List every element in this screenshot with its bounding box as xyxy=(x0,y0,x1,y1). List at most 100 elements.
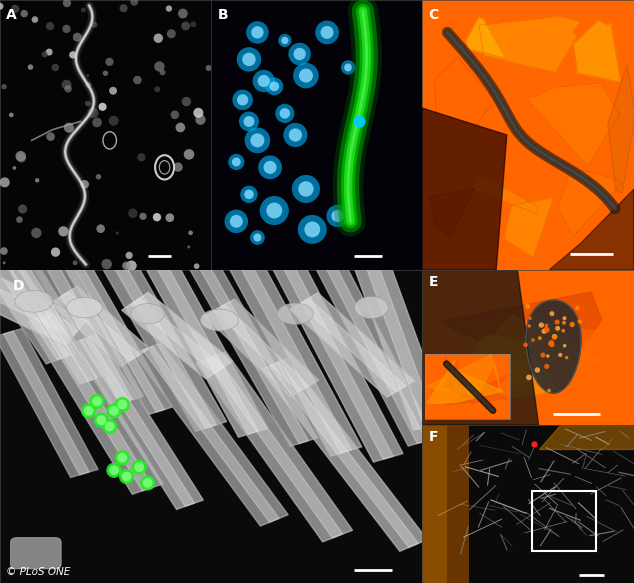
Point xyxy=(138,212,148,221)
Polygon shape xyxy=(4,331,89,475)
Point xyxy=(547,338,557,347)
Polygon shape xyxy=(71,334,204,510)
Point xyxy=(157,68,167,77)
Point xyxy=(569,288,579,297)
Point xyxy=(244,117,254,126)
Point xyxy=(164,4,174,13)
Point xyxy=(117,453,127,462)
Point xyxy=(522,301,533,311)
Polygon shape xyxy=(325,262,427,444)
Polygon shape xyxy=(0,281,80,337)
Point xyxy=(547,340,557,349)
Point xyxy=(126,261,136,271)
Point xyxy=(528,335,538,345)
Polygon shape xyxy=(196,352,353,542)
Point xyxy=(112,229,122,238)
Polygon shape xyxy=(469,173,538,213)
Point xyxy=(252,233,262,242)
Point xyxy=(80,180,90,189)
Polygon shape xyxy=(430,188,475,237)
Polygon shape xyxy=(526,300,581,393)
Point xyxy=(544,386,554,395)
Point xyxy=(550,332,560,342)
Point xyxy=(153,34,164,43)
Point xyxy=(31,229,41,238)
Point xyxy=(78,5,88,15)
Point xyxy=(252,28,262,37)
Polygon shape xyxy=(466,17,506,58)
Point xyxy=(92,397,102,406)
Point xyxy=(89,20,100,29)
Point xyxy=(109,466,119,475)
Text: B: B xyxy=(217,8,228,22)
Point xyxy=(290,131,301,140)
Point xyxy=(553,324,563,333)
FancyBboxPatch shape xyxy=(11,538,61,569)
Point xyxy=(562,353,572,362)
Point xyxy=(541,324,552,333)
Point xyxy=(51,247,61,257)
Point xyxy=(535,333,545,343)
Point xyxy=(269,206,280,215)
Polygon shape xyxy=(426,355,501,396)
Polygon shape xyxy=(122,292,233,379)
Point xyxy=(96,416,107,425)
Point xyxy=(322,28,332,37)
Bar xyxy=(422,425,448,583)
Polygon shape xyxy=(354,260,448,430)
Point xyxy=(542,325,552,335)
Polygon shape xyxy=(134,343,288,526)
Polygon shape xyxy=(72,262,164,412)
Point xyxy=(280,36,290,45)
Polygon shape xyxy=(543,325,634,415)
Polygon shape xyxy=(608,65,634,193)
Point xyxy=(524,373,534,382)
Text: C: C xyxy=(429,8,439,22)
Point xyxy=(0,82,9,92)
Point xyxy=(244,55,254,64)
Point xyxy=(252,136,262,145)
Point xyxy=(84,406,94,416)
Polygon shape xyxy=(261,358,427,552)
Text: © PLoS ONE: © PLoS ONE xyxy=(6,567,70,577)
Point xyxy=(119,3,129,13)
Text: E: E xyxy=(429,275,438,289)
Point xyxy=(166,29,176,38)
Point xyxy=(244,117,254,126)
Point xyxy=(16,153,27,163)
Point xyxy=(231,217,242,226)
Point xyxy=(343,63,353,72)
Point xyxy=(574,317,585,326)
Polygon shape xyxy=(206,356,343,538)
Ellipse shape xyxy=(15,290,53,312)
Point xyxy=(25,62,36,72)
Point xyxy=(109,406,119,416)
Point xyxy=(88,108,98,118)
Polygon shape xyxy=(214,304,309,392)
Point xyxy=(184,243,194,252)
Point xyxy=(83,71,93,80)
Point xyxy=(307,225,318,234)
Point xyxy=(92,397,102,406)
Point xyxy=(536,321,547,330)
Point xyxy=(129,0,139,6)
Point xyxy=(19,9,29,18)
Point xyxy=(231,217,242,226)
Point xyxy=(92,118,102,127)
Point xyxy=(252,233,262,242)
Point xyxy=(143,478,153,487)
Point xyxy=(524,321,534,331)
Point xyxy=(354,117,364,126)
Point xyxy=(295,50,305,59)
Point xyxy=(188,20,198,29)
Polygon shape xyxy=(422,108,507,270)
Point xyxy=(16,152,26,161)
Polygon shape xyxy=(479,16,580,73)
Point xyxy=(301,71,311,80)
Point xyxy=(244,55,254,64)
Point xyxy=(552,318,562,327)
Point xyxy=(265,163,275,172)
Point xyxy=(332,211,342,220)
Polygon shape xyxy=(434,319,559,402)
Polygon shape xyxy=(113,262,216,428)
